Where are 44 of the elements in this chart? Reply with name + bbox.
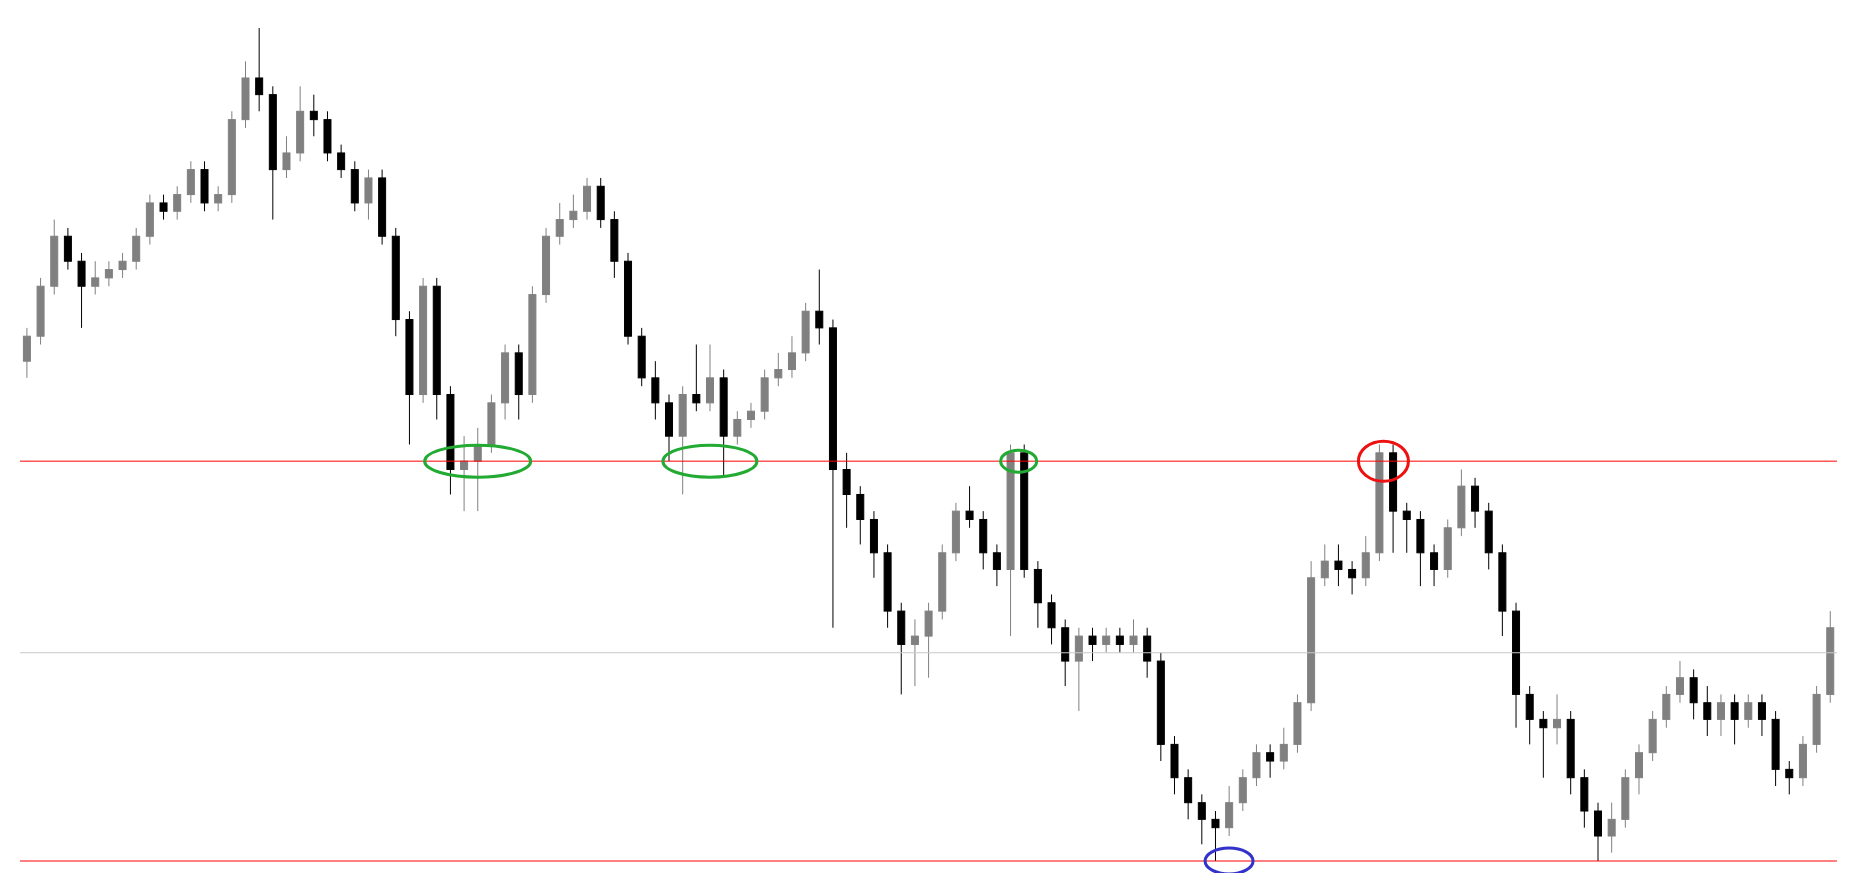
candlestick (1539, 710, 1548, 779)
candlestick (1115, 627, 1124, 654)
candlestick (965, 485, 974, 529)
candlestick (692, 344, 701, 412)
candlestick (1334, 543, 1343, 587)
candlestick (337, 144, 346, 179)
candlestick (815, 269, 824, 346)
candlestick (1430, 543, 1439, 587)
candlestick (774, 352, 783, 387)
candlestick (255, 28, 264, 112)
candlestick (1211, 810, 1220, 861)
candlestick (282, 135, 291, 179)
candlestick (992, 543, 1001, 587)
candlestick (159, 194, 168, 221)
candlestick (1088, 627, 1097, 662)
candlestick (1197, 793, 1206, 845)
candlestick (1348, 560, 1357, 595)
candlestick (746, 402, 755, 429)
candlestick (1402, 502, 1411, 554)
candlestick (1757, 693, 1766, 737)
candlestick (555, 202, 564, 246)
candlestick (1675, 660, 1684, 704)
candlestick (118, 252, 127, 279)
candlestick (733, 410, 742, 445)
candlestick (91, 260, 100, 296)
candlestick (787, 335, 796, 379)
candlestick (910, 618, 919, 687)
candlestick (1279, 727, 1288, 770)
candlestick (1785, 760, 1794, 795)
candlestick (1266, 743, 1275, 779)
candlestick (1129, 618, 1138, 654)
candlestick (1703, 685, 1712, 737)
candlestick (1607, 802, 1616, 854)
candlestick (569, 194, 578, 229)
candlestick (104, 260, 113, 287)
candlestick (214, 185, 223, 212)
candlestick (1553, 693, 1562, 745)
candlestick (173, 185, 182, 221)
candlestick (1716, 693, 1725, 737)
candlestick (1730, 693, 1739, 745)
candlestick (1744, 693, 1753, 729)
candlestick (1320, 543, 1329, 587)
candlestick (309, 94, 318, 137)
candlestick (1102, 627, 1111, 654)
